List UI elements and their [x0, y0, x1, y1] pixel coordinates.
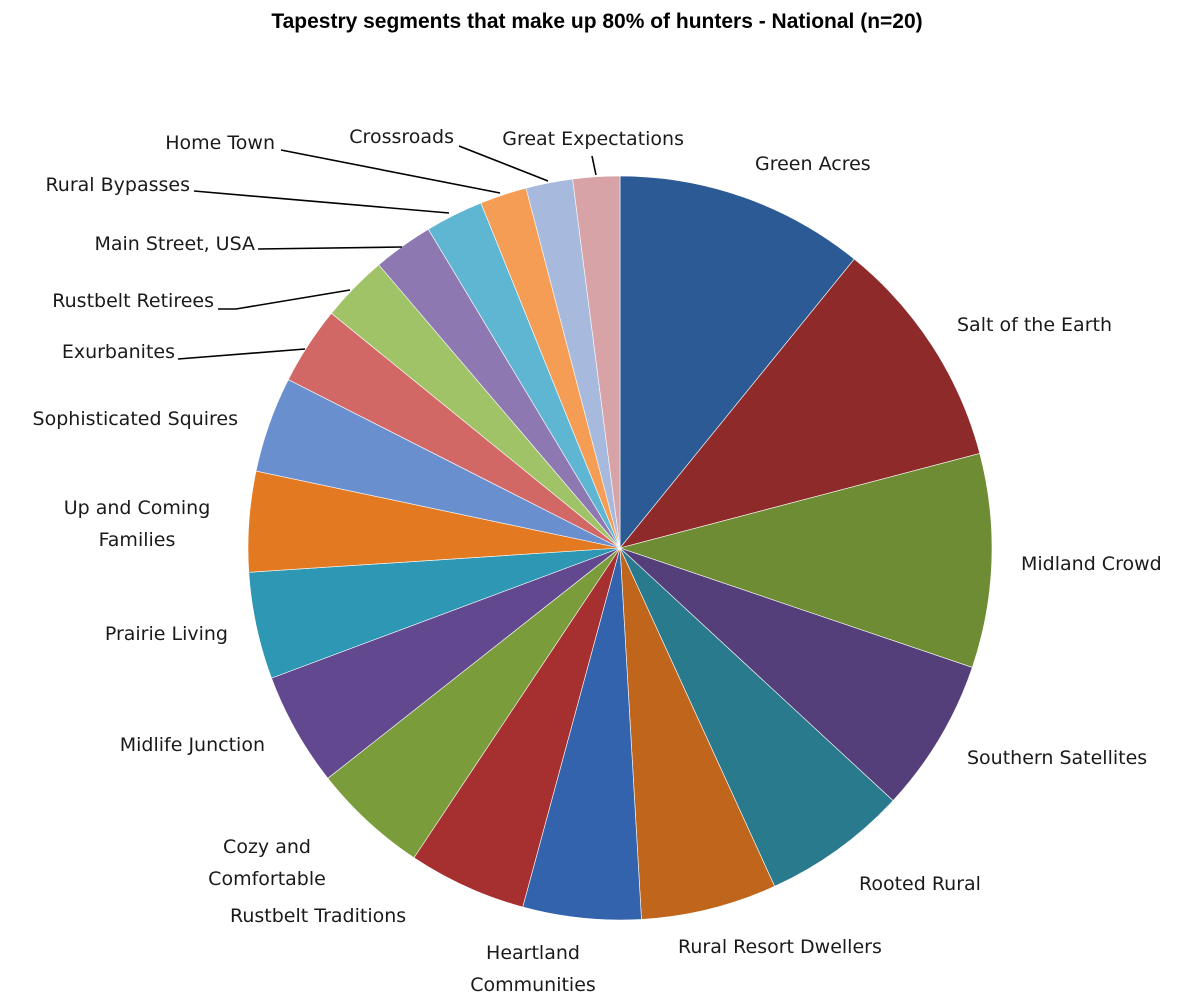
- leader-line-rural-bypasses: [193, 190, 450, 214]
- leader-line-rustbelt-retirees: [218, 289, 351, 310]
- leader-line-crossroads: [458, 145, 549, 182]
- slice-label-main-street-usa: Main Street, USA: [94, 233, 255, 255]
- pie-slices: [247, 175, 993, 921]
- slice-label-salt-of-the-earth: Salt of the Earth: [957, 314, 1112, 336]
- leader-line-main-street-usa: [257, 246, 403, 250]
- slice-label-rooted-rural: Rooted Rural: [859, 873, 981, 895]
- slice-label-prairie-living: Prairie Living: [105, 623, 228, 645]
- slice-label-rustbelt-traditions: Rustbelt Traditions: [230, 905, 406, 927]
- leader-line-home-town: [280, 149, 501, 194]
- slice-label-cozy-and-comfortable: Cozy and Comfortable: [208, 836, 326, 890]
- slice-label-great-expectations: Great Expectations: [502, 128, 684, 150]
- pie-slice-great-expectations: [572, 175, 621, 549]
- slice-label-midland-crowd: Midland Crowd: [1021, 553, 1162, 575]
- pie-slice-rural-resort-dwellers: [619, 547, 776, 920]
- slice-label-heartland-communities: Heartland Communities: [470, 942, 596, 996]
- slice-label-rustbelt-retirees: Rustbelt Retirees: [52, 290, 214, 312]
- pie-slice-green-acres: [619, 175, 855, 549]
- leader-line-exurbanites: [177, 348, 306, 360]
- slice-labels: Green Acres Salt of the Earth Midland Crow…: [33, 126, 1162, 996]
- leader-line-great-expectations: [591, 155, 597, 176]
- slice-label-southern-satellites: Southern Satellites: [967, 747, 1147, 769]
- slice-label-sophisticated-squires: Sophisticated Squires: [33, 408, 238, 430]
- slice-label-midlife-junction: Midlife Junction: [120, 734, 265, 756]
- chart-title: Tapestry segments that make up 80% of hu…: [271, 10, 922, 33]
- slice-label-up-and-coming-families: Up and Coming Families: [64, 497, 211, 551]
- slice-label-crossroads: Crossroads: [349, 126, 454, 148]
- slice-label-rural-resort-dwellers: Rural Resort Dwellers: [678, 936, 882, 958]
- slice-label-exurbanites: Exurbanites: [62, 341, 175, 363]
- leader-lines: [177, 145, 597, 360]
- slice-label-green-acres: Green Acres: [755, 153, 871, 175]
- slice-label-home-town: Home Town: [165, 132, 275, 154]
- pie-slice-salt-of-the-earth: [619, 258, 981, 549]
- pie-slice-rooted-rural: [619, 547, 894, 887]
- slice-label-rural-bypasses: Rural Bypasses: [45, 174, 190, 196]
- pie-slice-midland-crowd: [618, 453, 993, 668]
- pie-slice-southern-satellites: [619, 547, 973, 802]
